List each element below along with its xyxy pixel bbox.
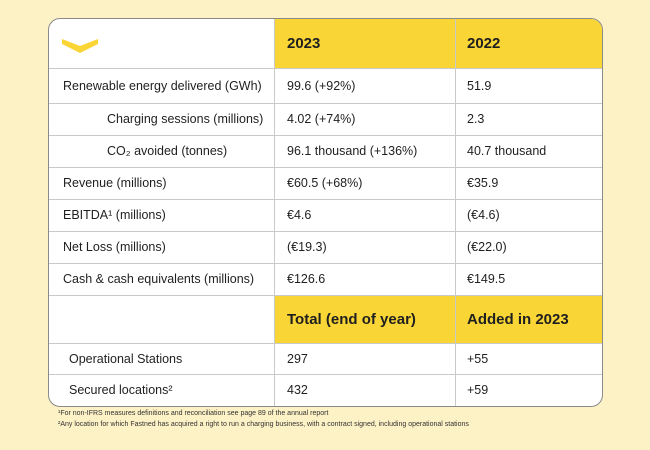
header-total-end-of-year: Total (end of year) xyxy=(287,310,416,328)
row-value-2023: €126.6 xyxy=(287,272,326,286)
row-value-2023: 4.02 (+74%) xyxy=(287,112,356,126)
row-divider xyxy=(49,295,602,296)
column-divider xyxy=(455,19,456,406)
header-fill-mid xyxy=(274,295,602,343)
column-divider xyxy=(274,19,275,406)
row-value-2022: (€4.6) xyxy=(467,208,500,222)
row-divider xyxy=(49,231,602,232)
row-divider xyxy=(49,263,602,264)
fastned-chevron-logo xyxy=(62,39,98,53)
row-divider xyxy=(49,343,602,344)
row-divider xyxy=(49,199,602,200)
row-divider xyxy=(49,68,602,69)
row-divider xyxy=(49,167,602,168)
row-value-total: 432 xyxy=(287,383,308,397)
kpi-table-card: 2023 2022 Renewable energy delivered (GW… xyxy=(48,18,603,407)
row-label-co2-avoided: CO₂ avoided (tonnes) xyxy=(107,144,228,158)
row-value-2022: 2.3 xyxy=(467,112,485,126)
row-value-2022: (€22.0) xyxy=(467,240,507,254)
row-value-total: 297 xyxy=(287,351,308,366)
row-value-2023: €60.5 (+68%) xyxy=(287,176,363,190)
row-divider xyxy=(49,135,602,136)
row-value-2023: 96.1 thousand (+136%) xyxy=(287,144,418,158)
row-label-cash: Cash & cash equivalents (millions) xyxy=(63,272,255,286)
row-value-2023: 99.6 (+92%) xyxy=(287,78,356,93)
footnote-2: ²Any location for which Fastned has acqu… xyxy=(58,421,469,428)
row-label-ebitda: EBITDA¹ (millions) xyxy=(63,208,166,222)
header-2023: 2023 xyxy=(287,35,321,52)
row-value-added: +59 xyxy=(467,383,489,397)
row-value-2023: €4.6 xyxy=(287,208,312,222)
row-label-operational-stations: Operational Stations xyxy=(69,351,183,366)
row-label-revenue: Revenue (millions) xyxy=(63,176,167,190)
row-value-2022: 40.7 thousand xyxy=(467,144,547,158)
row-divider xyxy=(49,374,602,375)
row-label-charging-sessions: Charging sessions (millions) xyxy=(107,112,264,126)
row-value-2022: €35.9 xyxy=(467,176,499,190)
row-value-2022: €149.5 xyxy=(467,272,506,286)
row-label-renewable-energy: Renewable energy delivered (GWh) xyxy=(63,78,262,93)
row-divider xyxy=(49,103,602,104)
row-label-net-loss: Net Loss (millions) xyxy=(63,240,166,254)
row-value-2023: (€19.3) xyxy=(287,240,327,254)
footnote-1: ¹For non-IFRS measures definitions and r… xyxy=(58,410,329,417)
row-value-2022: 51.9 xyxy=(467,78,492,93)
header-2022: 2022 xyxy=(467,35,501,52)
header-fill-top xyxy=(274,19,602,68)
row-label-secured-locations: Secured locations² xyxy=(69,383,173,397)
header-added-in-2023: Added in 2023 xyxy=(467,310,569,328)
row-value-added: +55 xyxy=(467,351,489,366)
